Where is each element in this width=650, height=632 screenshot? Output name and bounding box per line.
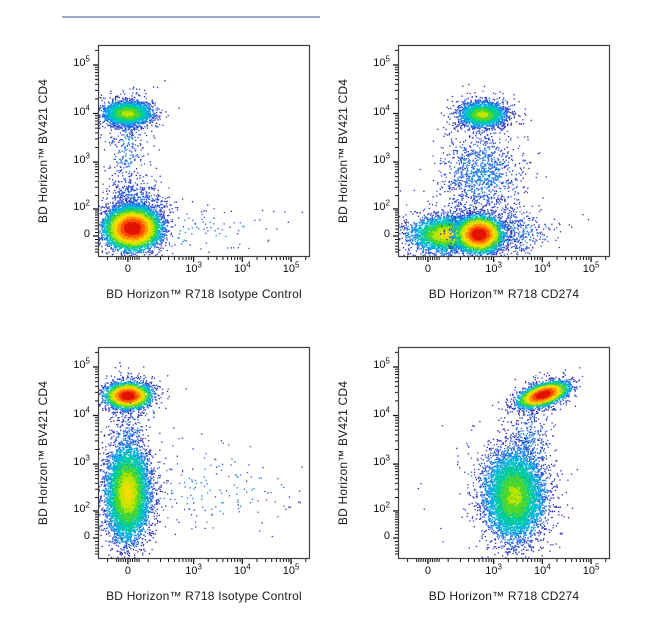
y-tick-label: 102	[73, 198, 90, 213]
x-axis-title: BD Horizon™ R718 Isotype Control	[106, 589, 302, 603]
x-axis-title: BD Horizon™ R718 Isotype Control	[106, 287, 302, 301]
x-tick-label: 105	[282, 260, 300, 275]
x-tick-label: 103	[185, 562, 202, 577]
x-tick-label: 105	[582, 562, 600, 577]
y-axis-title-wrap: BD Horizon™ BV421 CD4	[332, 347, 354, 559]
y-axis-title-wrap: BD Horizon™ BV421 CD4	[32, 347, 54, 559]
x-tick-label: 0	[424, 263, 431, 275]
y-tick-label: 105	[73, 54, 90, 69]
x-tick-label: 103	[485, 260, 502, 275]
y-tick-label: 102	[373, 198, 390, 213]
y-tick-label: 104	[73, 404, 90, 420]
y-tick-label: 104	[73, 102, 90, 118]
y-tick-label: 0	[383, 530, 390, 542]
x-tick-label: 0	[124, 565, 131, 577]
figure-top-rule	[62, 16, 320, 18]
y-tick-label: 102	[73, 500, 90, 515]
x-tick-label: 104	[533, 260, 551, 275]
flow-plot-bottom-left: BD Horizon™ BV421 CD4 BD Horizon™ R718 I…	[0, 0, 325, 603]
flow-plot-top-left: BD Horizon™ BV421 CD4 BD Horizon™ R718 I…	[0, 0, 325, 316]
x-tick-label: 104	[533, 562, 551, 577]
flow-plot-bottom-right: BD Horizon™ BV421 CD4 BD Horizon™ R718 C…	[0, 0, 612, 603]
x-tick-label: 104	[233, 260, 251, 275]
scatter-plot-canvas	[90, 43, 312, 265]
y-tick-label: 103	[73, 151, 90, 167]
x-axis-title: BD Horizon™ R718 CD274	[428, 589, 580, 603]
y-tick-label: 0	[83, 530, 90, 542]
x-tick-label: 105	[282, 562, 300, 577]
y-tick-label: 105	[73, 356, 90, 371]
y-tick-label: 0	[83, 228, 90, 240]
x-tick-label: 104	[233, 562, 251, 577]
scatter-plot-canvas	[90, 345, 312, 567]
flow-plot-top-right: BD Horizon™ BV421 CD4 BD Horizon™ R718 C…	[0, 0, 612, 316]
x-tick-label: 103	[185, 260, 202, 275]
y-tick-label: 0	[383, 228, 390, 240]
x-tick-label: 0	[424, 565, 431, 577]
y-tick-label: 103	[373, 151, 390, 167]
x-tick-label: 103	[485, 562, 502, 577]
x-tick-label: 105	[582, 260, 600, 275]
scatter-plot-canvas	[390, 345, 612, 567]
y-axis-title-wrap: BD Horizon™ BV421 CD4	[332, 45, 354, 257]
y-tick-label: 105	[373, 356, 390, 371]
scatter-plot-canvas	[390, 43, 612, 265]
y-tick-label: 103	[73, 453, 90, 469]
y-tick-label: 103	[373, 453, 390, 469]
y-tick-label: 104	[373, 102, 390, 118]
y-tick-label: 104	[373, 404, 390, 420]
x-axis-title: BD Horizon™ R718 CD274	[428, 287, 580, 301]
y-tick-label: 102	[373, 500, 390, 515]
x-tick-label: 0	[124, 263, 131, 275]
y-tick-label: 105	[373, 54, 390, 69]
